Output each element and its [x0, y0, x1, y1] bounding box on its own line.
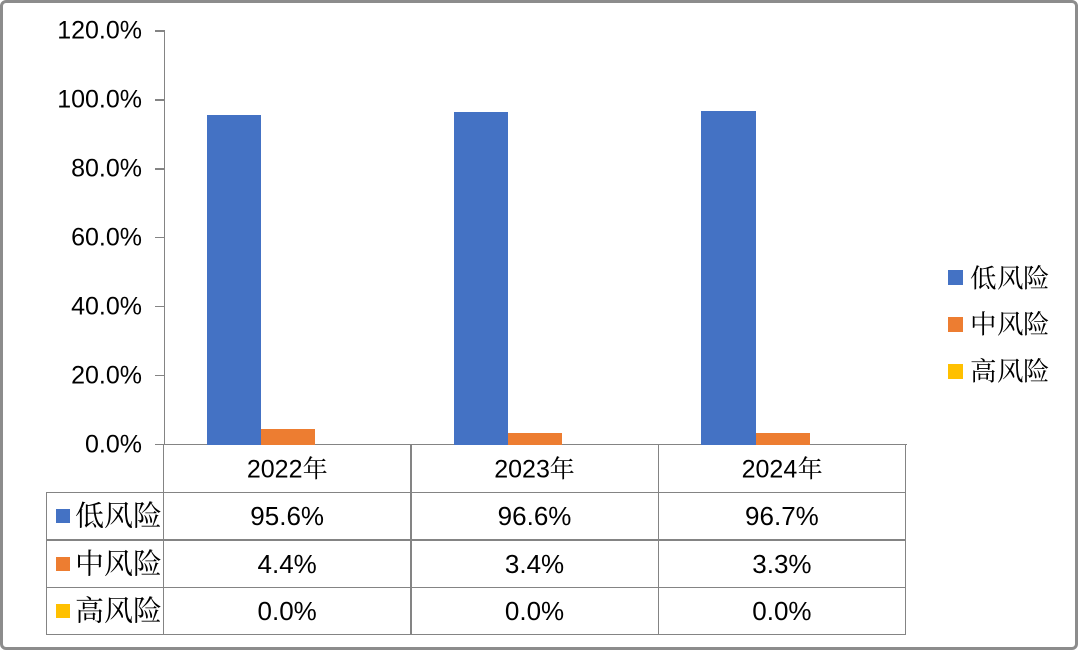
- table-series-name: [75, 595, 162, 627]
- table-value-cell: 0.0%: [257, 595, 317, 626]
- table-vertical-border: [46, 492, 48, 636]
- table-legend-key: [55, 509, 70, 524]
- bar-中风险-2024年: [755, 433, 810, 445]
- table-value-cell: 4.4%: [257, 548, 317, 579]
- y-axis-tick-label: 80.0%: [71, 154, 142, 183]
- table-category-label: 2022: [247, 455, 328, 482]
- y-axis-tick-mark: [155, 30, 165, 32]
- table-value-cell: 0.0%: [504, 595, 565, 626]
- table-value-cell: 96.7%: [745, 501, 819, 532]
- bar-中风险-2022年: [260, 429, 316, 445]
- bar-中风险-2023年: [508, 432, 563, 445]
- table-category-label: 2024: [742, 455, 823, 482]
- table-legend-key: [55, 603, 70, 618]
- legend-swatch: [948, 316, 963, 332]
- y-axis-tick-mark: [155, 374, 165, 377]
- table-value-cell: 3.4%: [504, 548, 565, 579]
- y-axis-tick-mark: [155, 306, 165, 308]
- bar-低风险-2023年: [453, 111, 509, 445]
- y-axis-tick-label: 20.0%: [71, 361, 142, 390]
- table-horizontal-border: [46, 633, 907, 636]
- table-legend-key: [55, 556, 70, 571]
- y-axis-tick-mark: [155, 168, 165, 170]
- y-axis-tick-label: 60.0%: [71, 223, 142, 252]
- table-value-cell: 96.6%: [497, 501, 572, 532]
- legend-label: [970, 310, 1050, 338]
- legend-swatch: [948, 270, 963, 286]
- table-category-label: 2023: [494, 455, 575, 482]
- legend-label: [970, 357, 1050, 385]
- y-axis-tick-mark: [155, 443, 165, 446]
- y-axis-tick-mark: [155, 237, 165, 239]
- legend-swatch: [948, 363, 963, 379]
- table-series-name: [75, 501, 162, 533]
- bar-低风险-2022年: [206, 115, 261, 445]
- y-axis-tick-label: 120.0%: [57, 16, 142, 45]
- table-value-cell: 95.6%: [250, 501, 325, 532]
- legend-label: [970, 264, 1050, 292]
- table-horizontal-border: [46, 491, 907, 494]
- bar-低风险-2024年: [701, 111, 756, 445]
- y-axis-tick-mark: [155, 99, 165, 101]
- table-horizontal-border: [46, 539, 907, 541]
- table-value-cell: 0.0%: [752, 595, 812, 626]
- table-value-cell: 3.3%: [752, 548, 812, 579]
- y-axis-tick-label: 40.0%: [71, 292, 142, 321]
- y-axis-tick-label: 0.0%: [85, 430, 142, 459]
- y-axis-line: [163, 30, 165, 446]
- table-series-name: [75, 548, 162, 580]
- y-axis-tick-label: 100.0%: [57, 85, 142, 114]
- table-horizontal-border: [46, 586, 907, 588]
